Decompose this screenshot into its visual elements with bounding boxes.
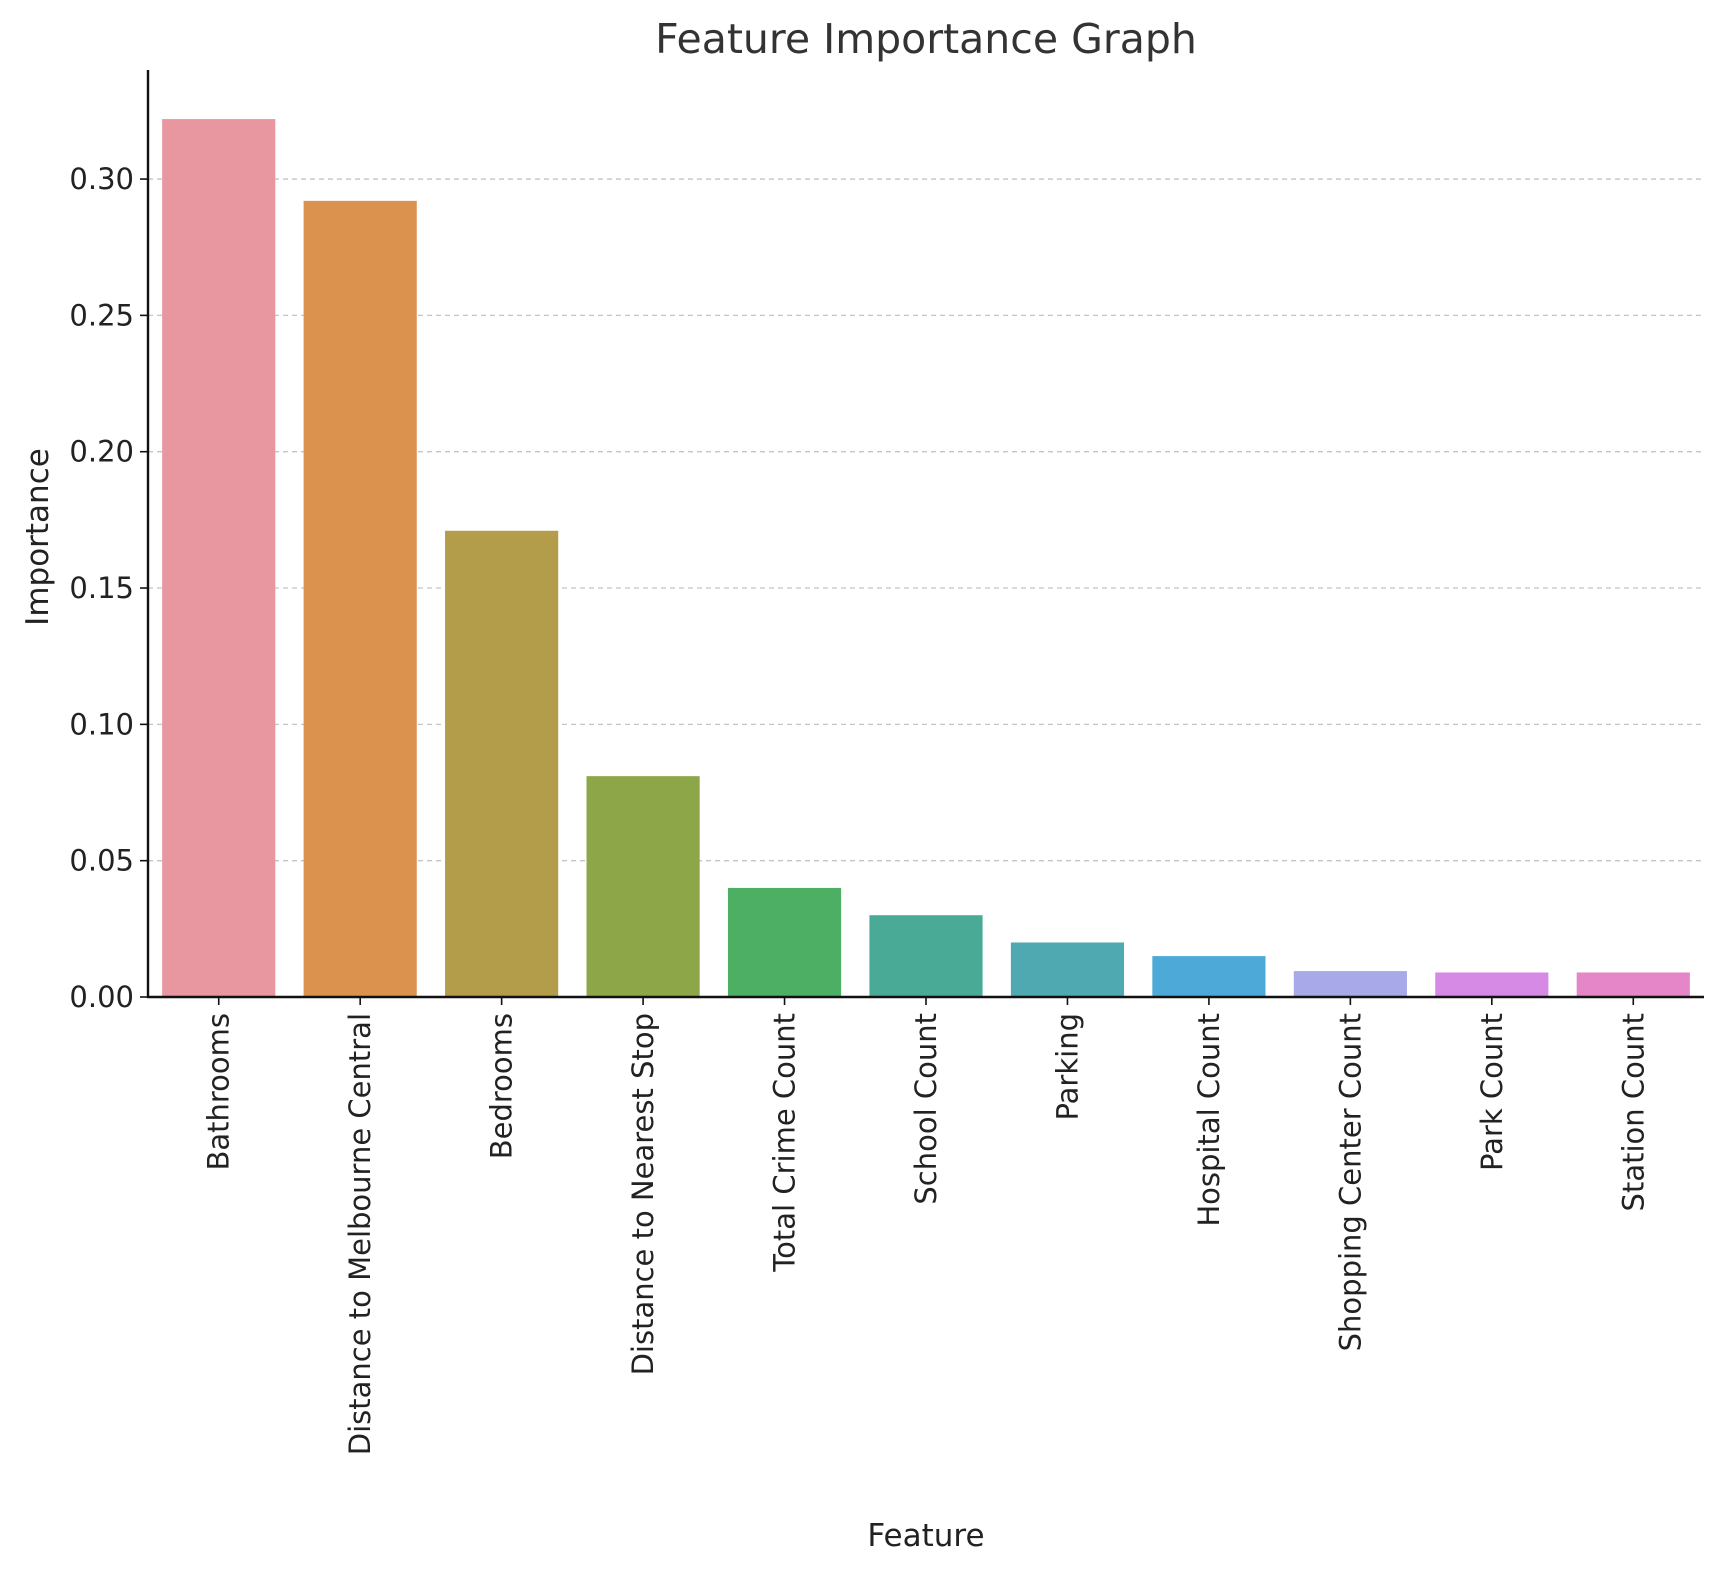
y-tick-label: 0.05 (69, 844, 134, 878)
y-tick-label: 0.00 (69, 980, 134, 1014)
y-ticks: 0.00 0.05 0.10 0.15 0.20 0.25 0.30 (69, 162, 148, 1014)
bar (869, 915, 983, 997)
bar (445, 530, 559, 997)
y-tick-label: 0.20 (69, 435, 134, 469)
bar (1010, 942, 1125, 997)
bar (1435, 972, 1549, 997)
bar (727, 887, 842, 997)
x-tick-label: Park Count (1475, 1013, 1509, 1171)
y-tick-label: 0.25 (69, 298, 134, 332)
bar (162, 119, 276, 997)
bar (1152, 956, 1266, 997)
y-tick-label: 0.15 (69, 571, 134, 605)
x-tick-label: Station Count (1616, 1013, 1650, 1211)
bar (1576, 972, 1690, 997)
x-tick-label: Hospital Count (1192, 1013, 1226, 1227)
grid-lines (148, 178, 1704, 862)
bar (586, 776, 700, 997)
x-tick-label: Bathrooms (202, 1013, 236, 1171)
bars (162, 119, 1690, 997)
y-tick-label: 0.10 (69, 707, 134, 741)
x-tick-label: Parking (1050, 1013, 1084, 1121)
y-tick-label: 0.30 (69, 162, 134, 196)
x-tick-label: Bedrooms (485, 1013, 519, 1159)
x-tick-label: School Count (909, 1013, 943, 1205)
chart-title: Feature Importance Graph (655, 15, 1197, 63)
y-axis-label: Importance (20, 448, 56, 626)
x-axis-label: Feature (867, 1518, 984, 1554)
x-tick-label: Shopping Center Count (1333, 1013, 1367, 1351)
x-tick-label: Distance to Nearest Stop (626, 1013, 660, 1375)
x-tick-label: Distance to Melbourne Central (343, 1013, 377, 1455)
x-tick-label: Total Crime Count (768, 1013, 802, 1273)
bar (1293, 971, 1407, 997)
x-ticks: Bathrooms Distance to Melbourne Central Be… (202, 997, 1650, 1455)
bar (303, 200, 417, 997)
